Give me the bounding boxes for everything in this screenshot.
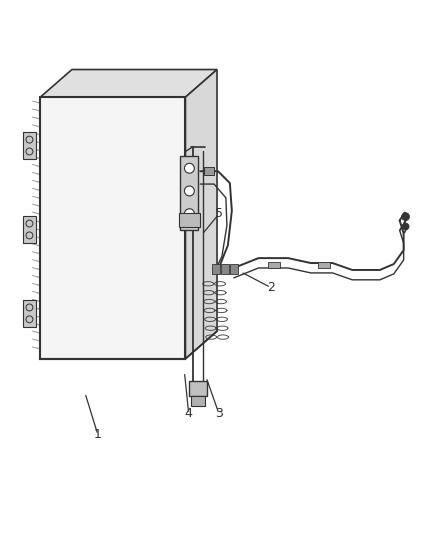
Bar: [204, 167, 214, 175]
Bar: [230, 264, 238, 274]
Polygon shape: [40, 69, 217, 97]
Text: 2: 2: [267, 281, 275, 294]
Circle shape: [184, 209, 194, 219]
Bar: [268, 262, 280, 268]
Bar: [221, 264, 229, 274]
Circle shape: [184, 186, 194, 196]
Text: 5: 5: [215, 207, 223, 220]
FancyBboxPatch shape: [22, 300, 36, 327]
Bar: [212, 264, 220, 274]
Circle shape: [402, 223, 409, 230]
Polygon shape: [40, 97, 185, 359]
Circle shape: [184, 163, 194, 173]
Bar: [191, 397, 205, 406]
Text: 3: 3: [215, 407, 223, 421]
Bar: [180, 156, 198, 230]
Polygon shape: [185, 69, 217, 359]
FancyBboxPatch shape: [22, 216, 36, 243]
FancyBboxPatch shape: [22, 132, 36, 159]
Text: 1: 1: [94, 429, 102, 441]
Bar: [318, 262, 329, 268]
Text: 4: 4: [185, 407, 193, 421]
Circle shape: [402, 213, 410, 221]
Bar: [189, 381, 207, 397]
Bar: [179, 213, 200, 227]
